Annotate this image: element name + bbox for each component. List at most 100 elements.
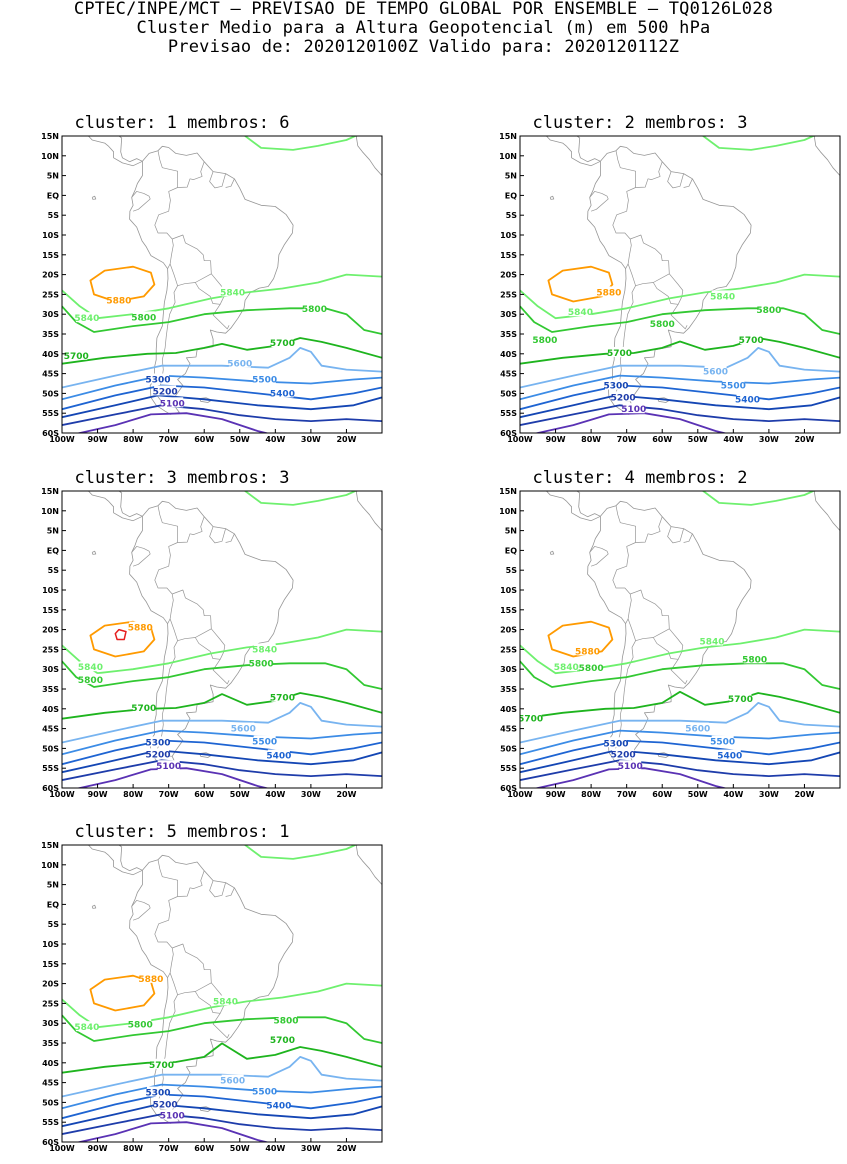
contour-label-bg	[154, 1098, 177, 1109]
lat-tick-label: 45S	[42, 370, 59, 379]
lat-tick-label: 10N	[41, 152, 59, 161]
lon-tick-label: 80W	[581, 435, 601, 444]
lon-tick-label: 100W	[49, 1144, 75, 1153]
lat-tick-label: 15N	[499, 133, 517, 141]
contour-label-bg	[250, 657, 273, 668]
contour-label: 5600	[220, 1077, 245, 1087]
contour-label: 5700	[270, 339, 295, 349]
contour-label: 5800	[532, 336, 557, 346]
contour-label-bg	[132, 311, 155, 322]
lat-tick-label: 60S	[42, 429, 59, 438]
contour-labels: 5880 5840 5840 5800 5800 5700 5700 5600 5500 5400…	[78, 621, 295, 772]
country-border	[209, 526, 226, 544]
lat-tick-label: 35S	[500, 330, 517, 339]
contour-5800	[520, 660, 840, 690]
contour-5100	[75, 1121, 270, 1142]
country-border	[154, 505, 178, 624]
contour-label-bg	[79, 673, 102, 684]
lon-tick-label: 20W	[336, 435, 356, 444]
lat-tick-label: 10S	[42, 940, 59, 949]
header-dates: Previsao de: 2020120100Z Valido para: 20…	[167, 37, 680, 57]
contour-label-bg	[154, 385, 177, 396]
ocean-background	[62, 845, 382, 1142]
cluster-panel-1: cluster: 1 membros: 6 5880 5840 5840 5800 580…	[2, 113, 383, 453]
coastline	[587, 145, 752, 415]
lat-tick-label: 45S	[42, 1079, 59, 1088]
contour-label: 5840	[220, 288, 245, 298]
land-outlines	[545, 491, 840, 770]
coastline	[549, 550, 555, 555]
contour-5200	[520, 404, 840, 426]
contour-label-bg	[214, 995, 237, 1006]
contour-label: 5400	[735, 395, 760, 405]
header-subtitle: Cluster Medio para a Altura Geopotencial…	[136, 18, 711, 38]
lat-tick-label: 10S	[500, 586, 517, 595]
contour-label: 5840	[74, 1023, 99, 1033]
contour-label-bg	[651, 318, 674, 329]
contour-label: 5100	[618, 762, 643, 772]
cluster-title: cluster: 2 membros: 3	[532, 113, 748, 133]
contour-label: 5800	[249, 659, 274, 669]
contour-label-bg	[619, 760, 642, 771]
coastline	[587, 500, 752, 770]
contour-5840-north	[243, 491, 358, 506]
lat-tick-label: 60S	[500, 784, 517, 793]
lat-tick-label: 10N	[499, 507, 517, 516]
country-border	[683, 178, 693, 188]
contour-5880-high	[547, 620, 614, 658]
contour-5600	[520, 702, 840, 744]
contour-label-bg	[605, 379, 627, 390]
map-frame	[61, 844, 383, 1143]
country-border	[683, 533, 693, 543]
contour-5100	[533, 767, 728, 788]
coastline	[545, 136, 601, 167]
contour-label-bg	[711, 735, 734, 746]
lat-tick-label: 40S	[42, 350, 59, 359]
contour-label: 5840	[710, 292, 735, 302]
contour-5300	[62, 394, 382, 419]
lat-tick-label: 10N	[41, 861, 59, 870]
coastline	[657, 752, 671, 758]
coastline	[576, 491, 601, 518]
lat-tick-label: 20S	[42, 980, 59, 989]
contour-5600	[62, 347, 382, 389]
contour-label-bg	[597, 286, 620, 297]
lon-tick-label: 60W	[194, 1144, 214, 1153]
contour-5700	[520, 337, 840, 365]
contour-lines	[520, 491, 840, 788]
country-border	[667, 526, 684, 544]
lon-tick-label: 100W	[507, 790, 533, 799]
contour-label: 5700	[728, 695, 753, 705]
contour-label: 5880	[128, 624, 153, 634]
contour-label: 5700	[739, 336, 764, 346]
lat-tick-label: 30S	[42, 1019, 59, 1028]
coastline	[356, 845, 382, 885]
contour-label: 5800	[756, 306, 781, 316]
cluster-panel-5: cluster: 5 membros: 1 5880 5840 5840 5800 580…	[2, 822, 383, 1162]
coastline	[91, 195, 97, 200]
lat-tick-label: 30S	[500, 310, 517, 319]
lat-tick-label: 15N	[499, 488, 517, 496]
lat-tick-label: 5S	[48, 566, 60, 575]
contour-label: 5840	[699, 637, 724, 647]
contour-label: 5880	[596, 288, 621, 298]
lat-tick-label: 30S	[42, 310, 59, 319]
contour-5200	[520, 759, 840, 781]
contour-label: 5700	[64, 352, 89, 362]
lon-tick-label: 60W	[652, 435, 672, 444]
lat-tick-label: 55S	[500, 409, 517, 418]
contour-5500	[62, 729, 382, 756]
map-frame	[61, 135, 383, 434]
lon-tick-label: 30W	[301, 790, 321, 799]
contour-label: 5880	[138, 975, 163, 985]
contour-lines	[62, 136, 382, 433]
lat-tick-label: 35S	[500, 685, 517, 694]
lat-tick-label: 50S	[500, 389, 517, 398]
lat-tick-label: 55S	[42, 1118, 59, 1127]
header-title: CPTEC/INPE/MCT – PREVISAO DE TEMPO GLOBA…	[73, 0, 774, 19]
lon-tick-label: 100W	[49, 790, 75, 799]
contour-label: 5100	[621, 405, 646, 415]
contour-label: 5880	[575, 647, 600, 657]
contour-label: 5100	[160, 399, 185, 409]
lat-tick-label: 5N	[47, 881, 59, 890]
